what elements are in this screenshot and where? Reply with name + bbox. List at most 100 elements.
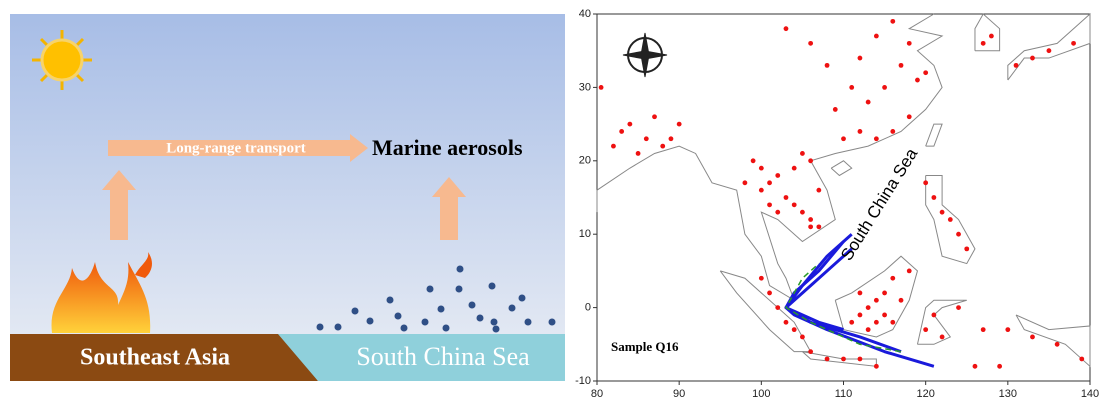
fire-point [808, 349, 814, 355]
fire-point [800, 209, 805, 215]
fire-point [873, 297, 879, 303]
fire-point [882, 85, 887, 90]
fire-point [882, 290, 887, 296]
fire-point [652, 114, 657, 120]
fire-point [643, 136, 649, 142]
fire-point [775, 173, 781, 178]
y-tick-label: 10 [579, 228, 591, 240]
fire-point [668, 136, 674, 142]
fire-point [1030, 55, 1035, 61]
fire-point [956, 305, 961, 310]
fire-point [611, 143, 616, 149]
fire-point [906, 40, 912, 46]
fire-point [800, 334, 805, 340]
fire-point [923, 70, 929, 76]
coastline [830, 160, 853, 177]
fire-point [767, 202, 772, 208]
fire-point [816, 187, 822, 193]
fire-point [775, 209, 781, 215]
fire-point [758, 275, 764, 281]
fire-point [1013, 62, 1019, 68]
fire-point [972, 363, 978, 369]
fire-point [758, 187, 764, 193]
sea-label: South China Sea [356, 342, 530, 371]
fire-point [783, 319, 789, 325]
fire-point [873, 136, 879, 142]
fire-point [791, 165, 797, 171]
sample-label: Sample Q16 [611, 339, 679, 354]
fire-point [931, 312, 937, 318]
fire-point [849, 85, 855, 90]
fire-point [865, 99, 871, 105]
fire-point [676, 121, 682, 127]
fire-point [824, 62, 830, 68]
fire-point [808, 217, 814, 222]
coastline [834, 255, 919, 338]
fire-point [857, 55, 863, 61]
fire-point [906, 114, 912, 120]
x-tick-label: 110 [835, 388, 853, 400]
coastline [1007, 12, 1091, 81]
fire-point [783, 195, 789, 200]
fire-point [775, 305, 781, 310]
x-tick-label: 100 [752, 388, 770, 400]
fire-point [857, 290, 863, 296]
fire-point [598, 85, 604, 90]
land-band [10, 334, 318, 381]
fire-point [824, 356, 830, 362]
fire-point [660, 143, 666, 149]
fire-point [1030, 334, 1035, 340]
fire-point [791, 202, 797, 208]
fire-point [873, 363, 879, 369]
y-tick-label: 30 [579, 81, 591, 93]
fire-point [980, 327, 986, 333]
fire [51, 262, 151, 333]
fire-point [742, 180, 748, 186]
fire-point [857, 129, 863, 134]
fire-point [1005, 327, 1011, 333]
fire-point [1046, 48, 1052, 54]
fire-point [857, 312, 863, 318]
fire-point [915, 77, 920, 83]
fire-point [841, 356, 846, 362]
land-label: Southeast Asia [80, 345, 230, 371]
fire-point [783, 26, 789, 32]
fire-point [808, 158, 814, 164]
fire-point [898, 62, 904, 68]
fire-point [898, 297, 904, 303]
fire-point [1054, 341, 1060, 347]
fire-point [832, 107, 838, 112]
fire-point [882, 312, 887, 318]
fire-point [931, 195, 937, 200]
sun [32, 30, 92, 90]
aerosol-label: Marine aerosols [372, 135, 523, 160]
fire-point [865, 327, 871, 333]
fire-point [750, 158, 756, 164]
x-tick-label: 140 [1081, 388, 1099, 400]
y-tick-label: 20 [579, 155, 591, 167]
fire-point [619, 129, 625, 134]
transport-arrow [108, 134, 368, 162]
fire-point [1071, 40, 1076, 46]
fire-point [997, 363, 1003, 369]
fire-point [1079, 356, 1085, 362]
fire-point [791, 327, 797, 333]
coastline [1015, 314, 1091, 368]
coastline [925, 123, 943, 147]
fire-point [865, 305, 871, 310]
transport-label: Long-range transport [166, 140, 306, 156]
y-tick-label: -10 [575, 375, 591, 387]
fire-point [980, 40, 986, 46]
fire-point [989, 33, 994, 39]
fire-point [857, 356, 863, 362]
fire-point [627, 121, 633, 127]
fire-point [939, 334, 945, 340]
sea-band [278, 334, 565, 381]
coastline [802, 351, 877, 367]
fire-point [947, 217, 953, 222]
aerosol-particles [316, 265, 556, 333]
fire-point [841, 136, 846, 142]
fire-point [964, 246, 970, 252]
